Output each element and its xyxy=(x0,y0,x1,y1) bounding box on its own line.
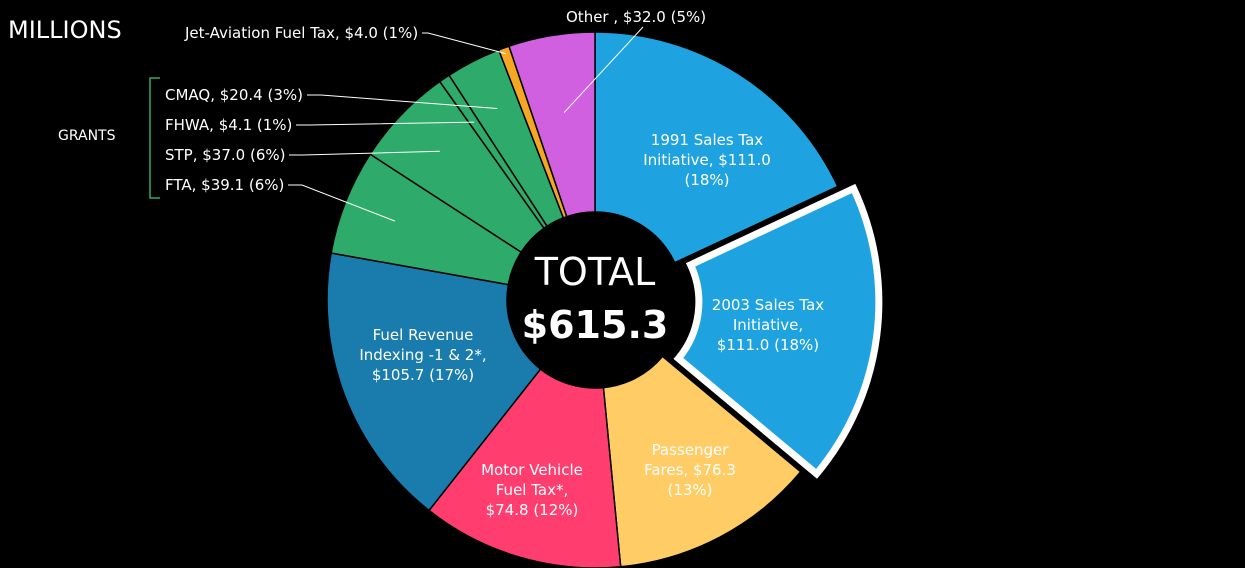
slice-label: Other , $32.0 (5%) xyxy=(566,8,707,26)
slice-label: 1991 Sales Tax Initiative, $111.0 (18%) xyxy=(643,131,771,189)
slice-label: Motor Vehicle Fuel Tax*, $74.8 (12%) xyxy=(481,461,583,519)
leader-line xyxy=(422,32,506,55)
leader-line xyxy=(289,150,440,156)
center-value: $615.3 xyxy=(521,303,669,347)
leader-line xyxy=(307,94,498,109)
slice-label: FTA, $39.1 (6%) xyxy=(165,176,285,194)
leader-line xyxy=(288,184,396,222)
pie-slice xyxy=(673,183,883,479)
donut-hole xyxy=(507,212,683,388)
group-label: GRANTS xyxy=(58,128,116,144)
slice-label: Jet-Aviation Fuel Tax, $4.0 (1%) xyxy=(185,24,419,42)
slice-label: CMAQ, $20.4 (3%) xyxy=(165,86,303,104)
slice-label: STP, $37.0 (6%) xyxy=(165,146,286,164)
chart-title: MILLIONS xyxy=(8,16,122,44)
center-title: TOTAL xyxy=(534,250,656,294)
slice-label: Fuel Revenue Indexing -1 & 2*, $105.7 (1… xyxy=(359,326,487,384)
slice-label: 2003 Sales Tax Initiative, $111.0 (18%) xyxy=(711,296,825,354)
slice-label: FHWA, $4.1 (1%) xyxy=(165,116,293,134)
leader-line xyxy=(296,121,475,126)
leader-line xyxy=(563,26,644,113)
pie-slice xyxy=(594,31,839,264)
slice-label: Passenger Fares, $76.3 (13%) xyxy=(644,441,736,499)
group-bracket xyxy=(149,77,160,199)
